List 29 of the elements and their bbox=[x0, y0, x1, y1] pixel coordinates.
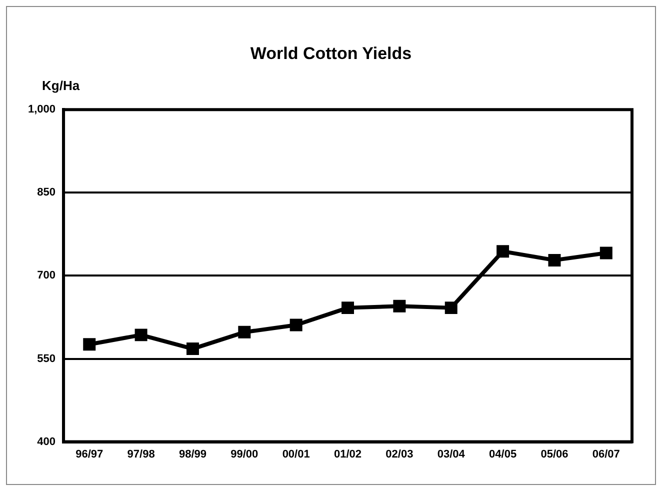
x-tick-label: 96/97 bbox=[76, 448, 104, 460]
point bbox=[548, 254, 561, 266]
point bbox=[444, 302, 458, 314]
x-tick-label: 99/00 bbox=[230, 448, 258, 460]
chart-title: World Cotton Yields bbox=[249, 44, 413, 64]
point bbox=[290, 318, 302, 332]
x-tick-label: 06/07 bbox=[592, 448, 620, 460]
point bbox=[238, 326, 251, 338]
y-tick-label: 700 bbox=[37, 270, 56, 282]
y-tick-label: 550 bbox=[37, 352, 56, 365]
x-tick-label: 05/06 bbox=[540, 448, 568, 460]
y-tick-label: 850 bbox=[37, 186, 56, 199]
x-tick-label: 00/01 bbox=[282, 448, 310, 460]
point bbox=[342, 302, 354, 314]
point bbox=[186, 342, 199, 356]
x-tick-label: 04/05 bbox=[489, 448, 517, 460]
point bbox=[496, 245, 510, 258]
point bbox=[393, 300, 406, 312]
y-tick-label: 400 bbox=[37, 436, 56, 448]
y-tick-label: 1,000 bbox=[28, 104, 56, 116]
x-tick-label: 03/04 bbox=[437, 448, 466, 460]
x-tick-label: 98/99 bbox=[178, 448, 206, 460]
x-tick-label: 02/03 bbox=[386, 448, 414, 460]
x-tick-label: 01/02 bbox=[334, 448, 362, 460]
point bbox=[134, 328, 148, 342]
point bbox=[83, 338, 96, 351]
y-axis-title: Kg/Ha bbox=[42, 78, 80, 93]
x-tick-label: 97/98 bbox=[127, 448, 155, 460]
point bbox=[600, 246, 612, 260]
